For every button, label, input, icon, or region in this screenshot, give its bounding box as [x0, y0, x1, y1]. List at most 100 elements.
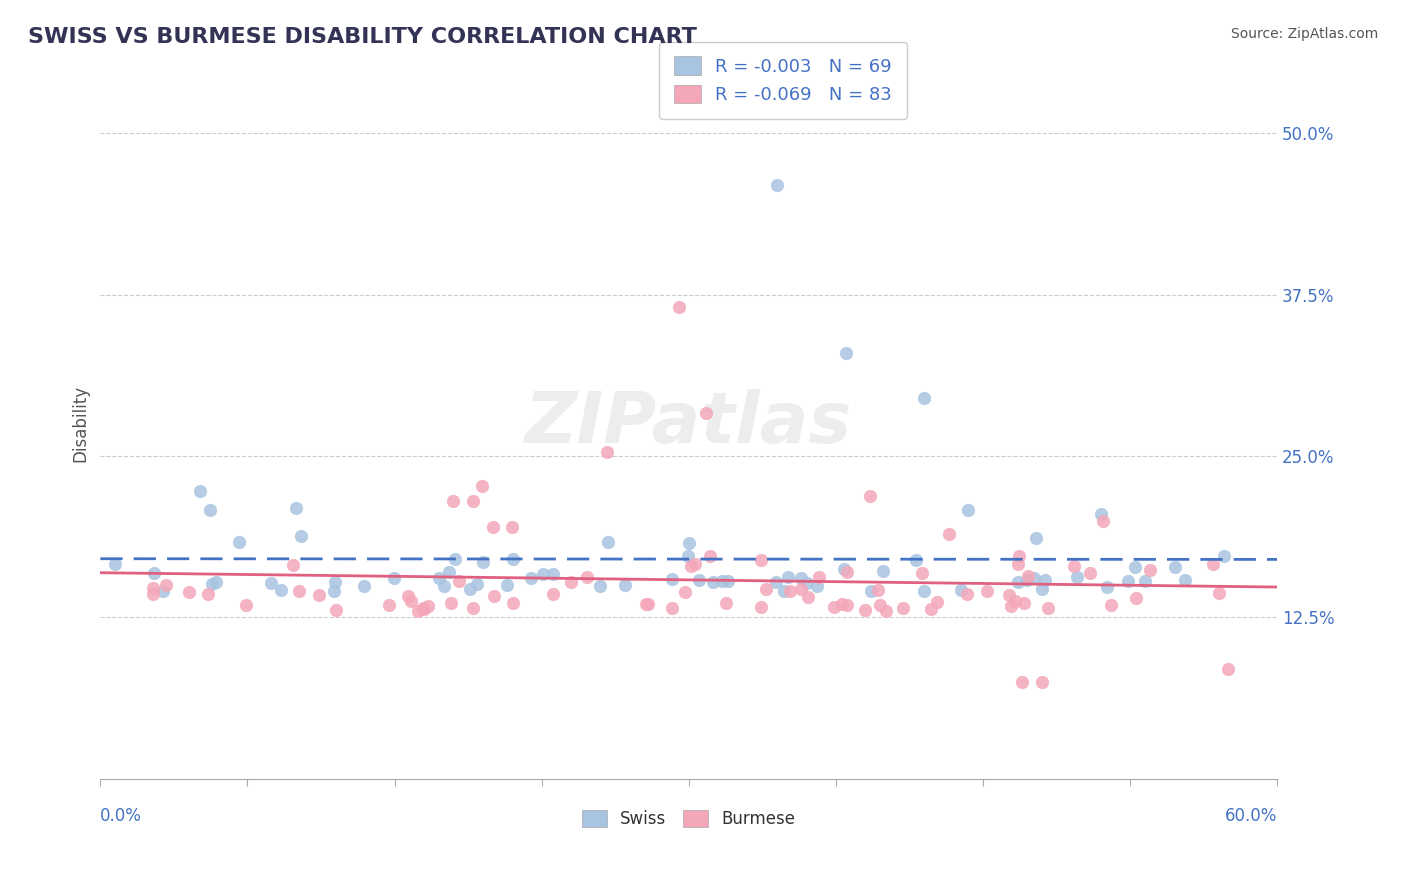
Point: [1011, 675, 1033, 690]
Point: [765, 574, 787, 589]
Point: [1078, 566, 1101, 580]
Point: [520, 571, 543, 585]
Point: [702, 574, 724, 589]
Point: [1099, 598, 1122, 612]
Point: [1031, 675, 1053, 690]
Point: [1004, 594, 1026, 608]
Point: [502, 551, 524, 566]
Point: [779, 583, 801, 598]
Text: Source: ZipAtlas.com: Source: ZipAtlas.com: [1230, 27, 1378, 41]
Point: [1164, 560, 1187, 574]
Point: [1213, 549, 1236, 564]
Point: [598, 534, 620, 549]
Point: [1012, 596, 1035, 610]
Point: [790, 571, 813, 585]
Point: [1135, 574, 1157, 588]
Point: [950, 582, 973, 597]
Point: [531, 566, 554, 581]
Point: [1118, 574, 1140, 588]
Point: [749, 600, 772, 615]
Y-axis label: Disability: Disability: [72, 385, 89, 462]
Point: [920, 602, 942, 616]
Point: [443, 552, 465, 566]
Point: [439, 565, 461, 579]
Point: [773, 584, 796, 599]
Point: [353, 579, 375, 593]
Point: [835, 598, 858, 612]
Point: [859, 489, 882, 503]
Text: SWISS VS BURMESE DISABILITY CORRELATION CHART: SWISS VS BURMESE DISABILITY CORRELATION …: [28, 27, 697, 46]
Point: [472, 555, 495, 569]
Point: [308, 588, 330, 602]
Point: [155, 578, 177, 592]
Point: [1123, 559, 1146, 574]
Point: [688, 574, 710, 588]
Point: [560, 575, 582, 590]
Point: [832, 562, 855, 576]
Point: [938, 526, 960, 541]
Point: [461, 494, 484, 508]
Point: [543, 587, 565, 601]
Point: [465, 577, 488, 591]
Point: [285, 500, 308, 515]
Point: [235, 598, 257, 612]
Point: [188, 484, 211, 499]
Point: [412, 602, 434, 616]
Point: [1007, 575, 1029, 590]
Point: [859, 583, 882, 598]
Point: [1139, 563, 1161, 577]
Point: [1095, 580, 1118, 594]
Point: [576, 570, 599, 584]
Point: [998, 588, 1021, 602]
Point: [835, 565, 858, 579]
Point: [872, 564, 894, 578]
Point: [1066, 570, 1088, 584]
Point: [699, 549, 721, 564]
Point: [912, 391, 935, 405]
Legend: Swiss, Burmese: Swiss, Burmese: [575, 803, 803, 835]
Point: [695, 406, 717, 420]
Point: [378, 599, 401, 613]
Point: [270, 583, 292, 598]
Point: [281, 558, 304, 572]
Point: [637, 597, 659, 611]
Point: [766, 178, 789, 192]
Point: [678, 536, 700, 550]
Point: [717, 574, 740, 588]
Point: [956, 502, 979, 516]
Point: [104, 557, 127, 571]
Point: [790, 582, 813, 597]
Point: [796, 575, 818, 590]
Point: [749, 553, 772, 567]
Point: [905, 553, 928, 567]
Point: [806, 579, 828, 593]
Point: [1017, 568, 1039, 582]
Point: [290, 529, 312, 543]
Point: [925, 595, 948, 609]
Point: [142, 587, 165, 601]
Point: [541, 567, 564, 582]
Point: [1201, 558, 1223, 572]
Point: [976, 583, 998, 598]
Point: [502, 596, 524, 610]
Point: [636, 597, 658, 611]
Point: [1125, 591, 1147, 605]
Point: [323, 575, 346, 590]
Point: [797, 591, 820, 605]
Point: [288, 583, 311, 598]
Point: [823, 600, 845, 615]
Point: [177, 585, 200, 599]
Point: [1208, 586, 1230, 600]
Point: [471, 478, 494, 492]
Point: [869, 598, 891, 612]
Point: [683, 558, 706, 572]
Point: [416, 599, 439, 614]
Point: [228, 535, 250, 549]
Point: [661, 572, 683, 586]
Point: [912, 584, 935, 599]
Point: [441, 494, 464, 508]
Point: [197, 587, 219, 601]
Point: [1000, 599, 1022, 613]
Point: [676, 549, 699, 564]
Point: [1090, 507, 1112, 521]
